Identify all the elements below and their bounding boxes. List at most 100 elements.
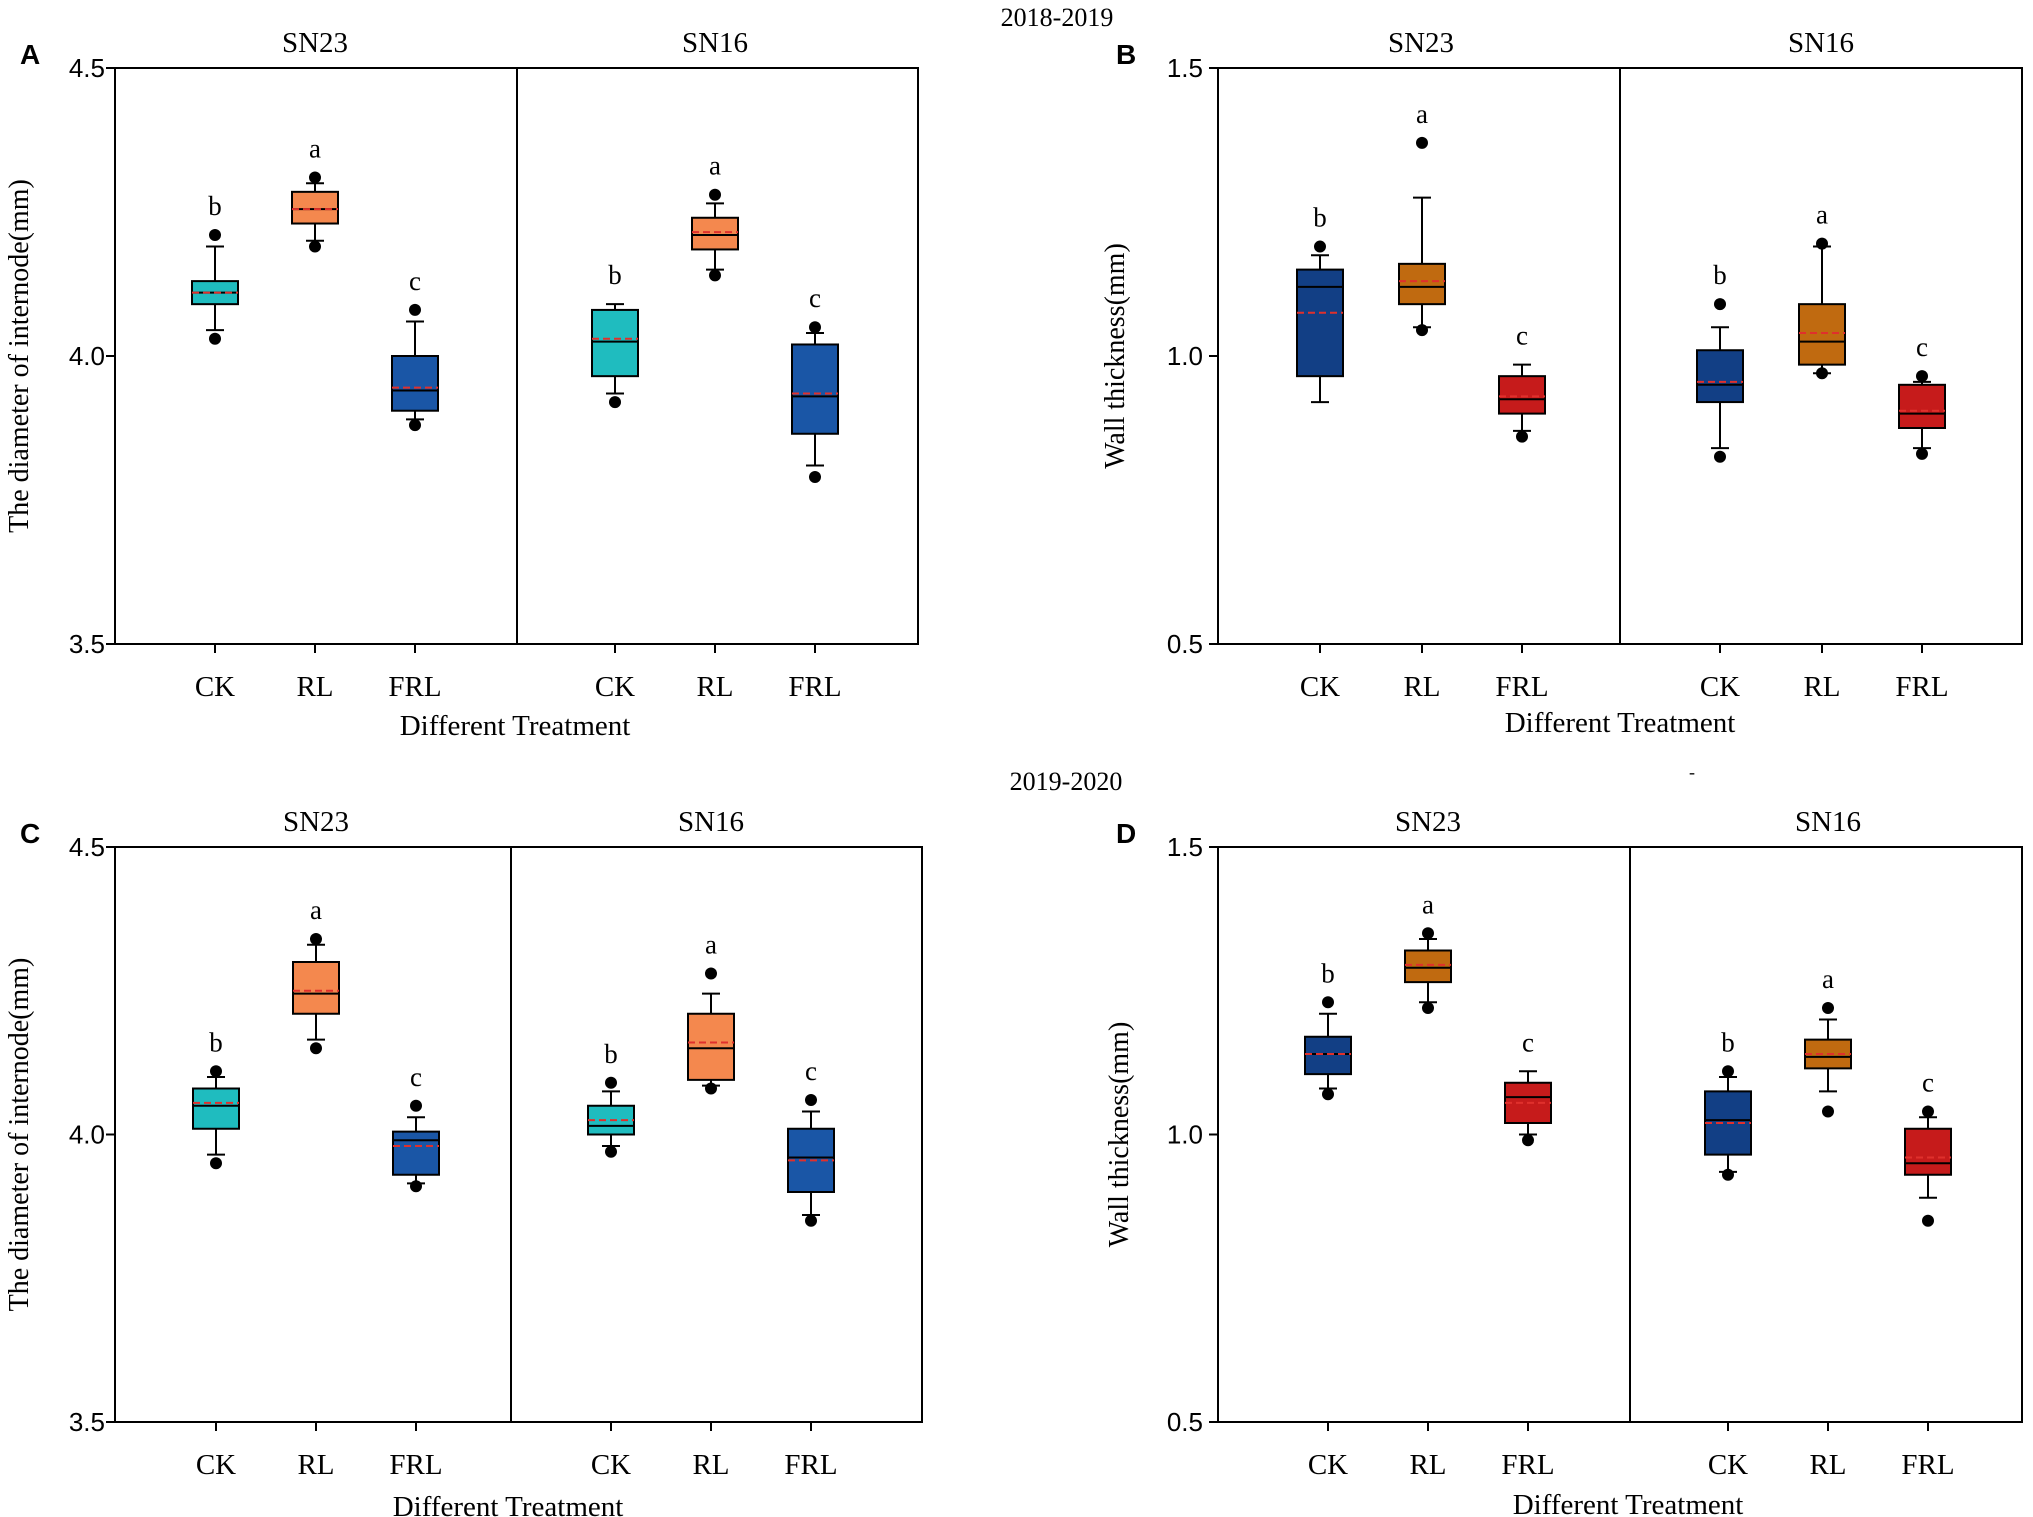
outlier-point <box>1422 1002 1434 1014</box>
significance-letter: b <box>604 1039 618 1069</box>
x-tick-label: CK <box>196 1449 236 1481</box>
group-title-sn23: SN23 <box>282 27 348 59</box>
significance-letter: c <box>1922 1068 1934 1098</box>
outlier-point <box>709 269 721 282</box>
boxplot-sn16-rl: RL a <box>691 151 739 703</box>
y-tick-label: 4.5 <box>69 53 105 83</box>
y-axis-label: Wall thickness(mm) <box>1104 1022 1135 1248</box>
box-iqr <box>591 308 639 378</box>
group-title-sn16: SN16 <box>682 27 748 59</box>
outlier-point <box>210 1157 222 1170</box>
outlier-point <box>809 321 821 334</box>
boxplot-sn23-rl: RL a <box>1404 889 1452 1481</box>
boxplot-sn23-ck: CK b <box>191 191 239 703</box>
plot-frame <box>1217 846 2023 1423</box>
x-tick-label: RL <box>296 671 333 703</box>
outlier-point <box>1714 298 1726 311</box>
outlier-point <box>1714 450 1726 463</box>
group-title-sn16: SN16 <box>678 806 744 838</box>
outlier-point <box>1916 370 1928 383</box>
boxplot-sn16-rl: RL a <box>687 930 735 1481</box>
x-tick-label: CK <box>1700 671 1740 703</box>
significance-letter: c <box>410 1062 422 1092</box>
outlier-point <box>1322 1088 1334 1101</box>
significance-letter: b <box>1713 260 1727 290</box>
outlier-point <box>1416 136 1428 149</box>
significance-letter: a <box>709 151 721 181</box>
outlier-point <box>609 396 621 409</box>
box-iqr <box>1904 1127 1952 1176</box>
x-tick-label: RL <box>1409 1449 1446 1481</box>
boxplot-sn23-rl: RL a <box>1398 99 1446 703</box>
outlier-point <box>310 933 322 945</box>
panel-label: D <box>1116 818 1136 849</box>
box-iqr <box>1498 375 1546 415</box>
boxplot-sn23-frl: FRL c <box>1501 1027 1554 1481</box>
significance-letter: a <box>1416 99 1428 129</box>
panel-d: D 0.5 1.0 1.5 Wall thickness(mm) Different Tr… <box>1104 806 2023 1517</box>
outlier-point <box>705 1082 717 1095</box>
outlier-point <box>605 1145 617 1158</box>
significance-letter: b <box>1321 958 1335 988</box>
significance-letter: c <box>809 283 821 313</box>
x-tick-label: CK <box>595 671 635 703</box>
significance-letter: c <box>1916 332 1928 362</box>
x-tick-label: CK <box>1708 1449 1748 1481</box>
x-tick-label: RL <box>696 671 733 703</box>
box-iqr <box>292 961 340 1015</box>
boxplot-sn16-rl: RL a <box>1798 200 1846 703</box>
significance-letter: a <box>310 895 322 925</box>
outlier-point <box>1922 1214 1934 1227</box>
panel-label: B <box>1116 39 1136 70</box>
outlier-point <box>809 470 821 483</box>
group-title-sn23: SN23 <box>283 806 349 838</box>
box-iqr <box>291 190 339 225</box>
boxplot-sn16-ck: CK b <box>591 260 639 703</box>
significance-letter: a <box>1816 200 1828 230</box>
y-tick-label: 4.0 <box>69 1120 105 1150</box>
outlier-point <box>210 1065 222 1078</box>
box-iqr <box>791 343 839 435</box>
x-tick-label: FRL <box>1895 671 1948 703</box>
boxplot-sn23-rl: RL a <box>292 895 340 1481</box>
group-title-sn16: SN16 <box>1795 806 1861 838</box>
panel-label: C <box>20 818 40 849</box>
y-axis-label: Wall thickness(mm) <box>1100 243 1131 469</box>
boxplot-sn23-frl: FRL c <box>388 266 441 703</box>
outlier-point <box>805 1094 817 1106</box>
x-tick-label: RL <box>1803 671 1840 703</box>
y-tick-label: 1.0 <box>1167 341 1203 371</box>
x-tick-label: CK <box>591 1449 631 1481</box>
x-tick-label: RL <box>1403 671 1440 703</box>
panel-label: A <box>20 39 40 70</box>
box-iqr <box>192 1087 240 1130</box>
outlier-point <box>1516 430 1528 443</box>
year-label-top: 2018-2019 <box>1001 3 1114 32</box>
boxplot-sn16-frl: FRL c <box>1901 1068 1954 1482</box>
y-tick-label: 1.5 <box>1167 53 1203 83</box>
boxplot-sn16-ck: CK b <box>1704 1027 1752 1481</box>
box-iqr <box>1404 949 1452 984</box>
x-axis-label: Different Treatment <box>1505 707 1736 739</box>
outlier-point <box>1822 1105 1834 1118</box>
outlier-point <box>309 171 321 184</box>
outlier-point <box>1522 1134 1534 1147</box>
x-tick-label: FRL <box>388 671 441 703</box>
boxplot-sn16-frl: FRL c <box>788 283 841 703</box>
outlier-point <box>209 332 221 345</box>
stray-dash-mark: - <box>1689 762 1695 782</box>
outlier-point <box>1322 996 1334 1009</box>
outlier-point <box>410 1099 422 1112</box>
x-tick-label: FRL <box>784 1449 837 1481</box>
boxplot-sn16-ck: CK b <box>1696 260 1744 703</box>
outlier-point <box>1722 1168 1734 1181</box>
significance-letter: b <box>1313 203 1327 233</box>
significance-letter: a <box>309 133 321 163</box>
outlier-point <box>705 967 717 980</box>
x-tick-label: RL <box>692 1449 729 1481</box>
panel-c: C 3.5 4.0 4.5 The diameter of internode(mm) D… <box>4 806 923 1517</box>
outlier-point <box>410 1180 422 1193</box>
group-title-sn16: SN16 <box>1788 27 1854 59</box>
outlier-point <box>605 1076 617 1089</box>
significance-letter: b <box>209 1027 223 1057</box>
